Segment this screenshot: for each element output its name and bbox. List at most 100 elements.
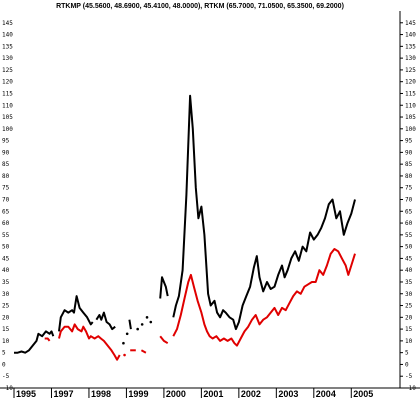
y-tick-label-left: 120 — [2, 79, 13, 86]
series-line — [95, 311, 116, 331]
x-tick-label: 2004 — [316, 389, 336, 399]
x-tick-label: 1999 — [128, 389, 148, 399]
y-tick-label-right: 140 — [405, 32, 416, 39]
y-tick-label-right: 135 — [405, 43, 416, 50]
y-tick-label-left: 10 — [2, 338, 10, 345]
y-tick-label-left: 105 — [2, 114, 13, 121]
y-tick-label-left: 55 — [2, 232, 10, 239]
series-line — [159, 335, 169, 345]
y-tick-label-left: 40 — [2, 267, 10, 274]
y-tick-label-right: 80 — [405, 173, 413, 180]
data-point — [136, 327, 139, 331]
y-tick-label-left: 100 — [2, 126, 13, 133]
y-tick-label-right: 65 — [405, 208, 413, 215]
y-tick-label-left: 50 — [2, 244, 10, 251]
y-tick-label-right: 90 — [405, 149, 413, 156]
chart-title: RTKMP (45.5600, 48.6900, 45.4100, 48.000… — [56, 3, 344, 10]
x-tick-label: 1997 — [53, 389, 73, 399]
series-line — [172, 94, 356, 331]
y-tick-label-right: 60 — [405, 220, 413, 227]
y-tick-label-left: 60 — [2, 220, 10, 227]
y-tick-label-right: 55 — [405, 232, 413, 239]
y-tick-label-left: 5 — [2, 350, 6, 357]
data-point — [123, 353, 126, 357]
y-tick-label-left: 80 — [2, 173, 10, 180]
y-tick-label-left: 95 — [2, 138, 10, 145]
series-rtkm — [14, 94, 356, 354]
y-tick-label-left: 140 — [2, 32, 13, 39]
series-rtkmp — [44, 248, 356, 361]
y-tick-label-left: 130 — [2, 55, 13, 62]
y-tick-label-left: 85 — [2, 161, 10, 168]
y-tick-label-left: 75 — [2, 185, 10, 192]
series-line — [58, 295, 94, 332]
y-tick-label-right: 115 — [405, 90, 416, 97]
y-tick-label-left: -5 — [2, 373, 10, 380]
x-axis: 1995 1997 1998 1999 2000 2001 2002 2003 2004 2005 — [13, 388, 373, 399]
y-tick-label-right: 105 — [405, 114, 416, 121]
series-line — [14, 330, 55, 354]
x-tick-label: 2002 — [241, 389, 261, 399]
data-point — [140, 323, 144, 326]
y-tick-label-left: 30 — [2, 291, 10, 298]
y-tick-label-right: 70 — [405, 197, 413, 204]
y-tick-label-left: 145 — [2, 20, 13, 27]
y-tick-label-right: -10 — [405, 385, 416, 392]
y-tick-label-right: 85 — [405, 161, 413, 168]
y-tick-label-right: 30 — [405, 291, 413, 298]
y-tick-label-right: 20 — [405, 314, 413, 321]
y-tick-label-right: 0 — [405, 361, 409, 368]
y-tick-label-right: 95 — [405, 138, 413, 145]
y-axis: -10-10-5-5005510101515202025253030353540… — [2, 20, 416, 392]
y-tick-label-left: 115 — [2, 90, 13, 97]
y-tick-label-left: 70 — [2, 197, 10, 204]
y-tick-label-right: 10 — [405, 338, 413, 345]
y-tick-label-right: 35 — [405, 279, 413, 286]
y-tick-label-right: 130 — [405, 55, 416, 62]
y-tick-label-right: 100 — [405, 126, 416, 133]
y-tick-label-left: 125 — [2, 67, 13, 74]
series-line — [44, 337, 51, 342]
x-tick-label: 1998 — [91, 389, 111, 399]
y-tick-label-right: 125 — [405, 67, 416, 74]
series-line — [159, 276, 169, 299]
y-tick-label-right: -5 — [405, 373, 413, 380]
y-tick-label-left: 110 — [2, 102, 13, 109]
series-line — [140, 349, 147, 354]
y-tick-label-left: 45 — [2, 255, 10, 262]
y-tick-label-left: 15 — [2, 326, 10, 333]
data-point — [149, 320, 153, 324]
y-tick-label-right: 25 — [405, 303, 413, 310]
series-line — [128, 319, 132, 330]
data-point — [125, 332, 129, 336]
x-tick-label: 2003 — [278, 389, 298, 399]
y-tick-label-left: 25 — [2, 303, 10, 310]
y-tick-label-right: 50 — [405, 244, 413, 251]
y-tick-label-left: 0 — [2, 361, 6, 368]
y-tick-label-right: 120 — [405, 79, 416, 86]
series-line — [58, 323, 121, 361]
x-tick-label: 2000 — [166, 389, 186, 399]
y-tick-label-left: 35 — [2, 279, 10, 286]
data-point — [122, 341, 125, 345]
y-tick-label-left: 90 — [2, 149, 10, 156]
data-point — [145, 316, 149, 319]
y-tick-label-left: 20 — [2, 314, 10, 321]
x-tick-label: 1995 — [16, 389, 36, 399]
y-tick-label-left: 135 — [2, 43, 13, 50]
x-tick-label: 2005 — [353, 389, 373, 399]
y-tick-label-right: 45 — [405, 255, 413, 262]
y-tick-label-right: 75 — [405, 185, 413, 192]
y-tick-label-right: 145 — [405, 20, 416, 27]
y-tick-label-left: -10 — [2, 385, 13, 392]
y-tick-label-right: 40 — [405, 267, 413, 274]
y-tick-label-right: 5 — [405, 350, 409, 357]
x-tick-label: 2001 — [203, 389, 223, 399]
y-tick-label-right: 15 — [405, 326, 413, 333]
y-tick-label-left: 65 — [2, 208, 10, 215]
series-layer — [14, 94, 356, 361]
y-tick-label-right: 110 — [405, 102, 416, 109]
series-line — [172, 248, 356, 347]
